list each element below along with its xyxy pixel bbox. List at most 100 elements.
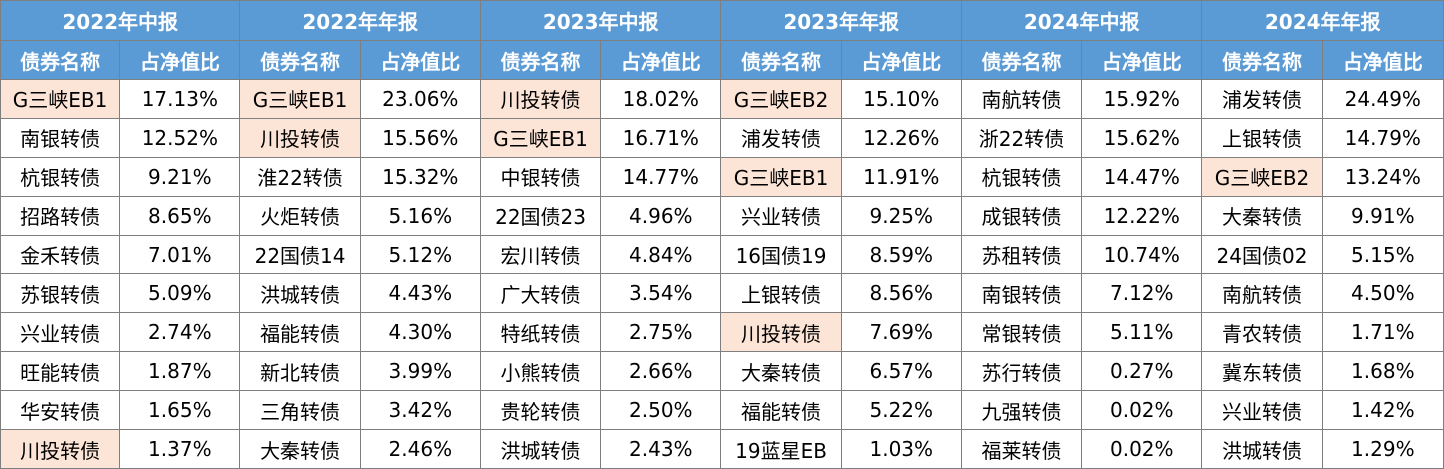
nav-ratio-cell: 8.59% xyxy=(840,234,962,275)
nav-ratio-header: 占净值比 xyxy=(600,40,722,80)
nav-ratio-cell: 4.43% xyxy=(359,273,481,314)
nav-ratio-cell: 8.65% xyxy=(119,195,241,236)
nav-ratio-cell: 1.68% xyxy=(1321,351,1444,392)
bond-name-cell: 苏银转债 xyxy=(0,273,121,314)
nav-ratio-header: 占净值比 xyxy=(359,40,481,80)
bond-name-cell: 洪城转债 xyxy=(239,273,361,314)
bond-name-header: 债券名称 xyxy=(720,40,842,80)
nav-ratio-cell: 1.03% xyxy=(840,429,962,469)
nav-ratio-cell: 1.42% xyxy=(1321,390,1444,431)
table-body: G三峡EB1 17.13% G三峡EB1 23.06% 川投转债 18.02% G三峡EB2… xyxy=(0,79,1444,469)
bond-name-cell: 大秦转债 xyxy=(239,429,361,469)
bond-name-cell: 金禾转债 xyxy=(0,234,121,275)
period-header: 2023年年报 xyxy=(720,0,962,41)
table-row: G三峡EB1 17.13% G三峡EB1 23.06% 川投转债 18.02% G三峡EB2… xyxy=(0,79,1444,119)
bond-name-cell: 华安转债 xyxy=(0,390,121,431)
nav-ratio-cell: 4.50% xyxy=(1321,273,1444,314)
nav-ratio-cell: 4.30% xyxy=(359,312,481,353)
bond-name-cell: G三峡EB1 xyxy=(720,156,842,197)
bond-name-header: 债券名称 xyxy=(479,40,602,80)
table-row: 招路转债 8.65% 火炬转债 5.16% 22国债23 4.96% 兴业转债 9.25% 成银… xyxy=(0,195,1444,236)
bond-name-cell: 贵轮转债 xyxy=(479,390,602,431)
nav-ratio-cell: 15.56% xyxy=(359,117,481,158)
bond-name-cell: 南银转债 xyxy=(960,273,1083,314)
nav-ratio-cell: 12.52% xyxy=(119,117,241,158)
bond-name-cell: 广大转债 xyxy=(479,273,602,314)
bond-name-cell: 浙22转债 xyxy=(960,117,1083,158)
bond-name-cell: 浦发转债 xyxy=(1201,79,1323,119)
bond-name-cell: 福能转债 xyxy=(720,390,842,431)
period-header: 2022年中报 xyxy=(0,0,241,41)
nav-ratio-cell: 0.02% xyxy=(1081,429,1203,469)
bond-name-cell: 成银转债 xyxy=(960,195,1083,236)
bond-name-cell: 杭银转债 xyxy=(960,156,1083,197)
nav-ratio-cell: 0.02% xyxy=(1081,390,1203,431)
bond-name-cell: 川投转债 xyxy=(0,429,121,469)
bond-name-cell: 兴业转债 xyxy=(0,312,121,353)
bond-name-cell: 川投转债 xyxy=(720,312,842,353)
bond-name-cell: 上银转债 xyxy=(1201,117,1323,158)
bond-name-cell: G三峡EB2 xyxy=(1201,156,1323,197)
bond-name-cell: G三峡EB1 xyxy=(0,79,121,119)
nav-ratio-cell: 10.74% xyxy=(1081,234,1203,275)
bond-name-cell: 福莱转债 xyxy=(960,429,1083,469)
bond-name-cell: 16国债19 xyxy=(720,234,842,275)
nav-ratio-cell: 1.71% xyxy=(1321,312,1444,353)
bond-name-cell: 杭银转债 xyxy=(0,156,121,197)
nav-ratio-cell: 11.91% xyxy=(840,156,962,197)
table-row: 金禾转债 7.01% 22国债14 5.12% 宏川转债 4.84% 16国债19 8.59%… xyxy=(0,234,1444,275)
nav-ratio-cell: 5.11% xyxy=(1081,312,1203,353)
nav-ratio-cell: 4.96% xyxy=(600,195,722,236)
nav-ratio-cell: 14.47% xyxy=(1081,156,1203,197)
bond-name-cell: G三峡EB1 xyxy=(479,117,602,158)
nav-ratio-cell: 2.66% xyxy=(600,351,722,392)
nav-ratio-cell: 5.12% xyxy=(359,234,481,275)
bond-name-header: 债券名称 xyxy=(1201,40,1323,80)
bond-name-cell: G三峡EB2 xyxy=(720,79,842,119)
nav-ratio-cell: 2.75% xyxy=(600,312,722,353)
table-row: 旺能转债 1.87% 新北转债 3.99% 小熊转债 2.66% 大秦转债 6.57% 苏行转债… xyxy=(0,351,1444,392)
nav-ratio-cell: 3.99% xyxy=(359,351,481,392)
bond-name-cell: 兴业转债 xyxy=(720,195,842,236)
nav-ratio-cell: 7.12% xyxy=(1081,273,1203,314)
nav-ratio-header: 占净值比 xyxy=(1081,40,1203,80)
table-row: 杭银转债 9.21% 淮22转债 15.32% 中银转债 14.77% G三峡EB1 11.9… xyxy=(0,156,1444,197)
nav-ratio-cell: 24.49% xyxy=(1321,79,1444,119)
period-header: 2023年中报 xyxy=(479,0,722,41)
nav-ratio-cell: 12.22% xyxy=(1081,195,1203,236)
nav-ratio-cell: 2.50% xyxy=(600,390,722,431)
table-row: 川投转债 1.37% 大秦转债 2.46% 洪城转债 2.43% 19蓝星EB 1.03% 福莱… xyxy=(0,429,1444,469)
bond-name-cell: 宏川转债 xyxy=(479,234,602,275)
bond-name-cell: 小熊转债 xyxy=(479,351,602,392)
bond-name-cell: 24国债02 xyxy=(1201,234,1323,275)
nav-ratio-cell: 18.02% xyxy=(600,79,722,119)
period-header: 2022年年报 xyxy=(239,0,481,41)
bond-name-header: 债券名称 xyxy=(0,40,121,80)
nav-ratio-header: 占净值比 xyxy=(119,40,241,80)
nav-ratio-cell: 5.16% xyxy=(359,195,481,236)
nav-ratio-cell: 1.65% xyxy=(119,390,241,431)
bond-name-cell: 22国债23 xyxy=(479,195,602,236)
bond-name-cell: 福能转债 xyxy=(239,312,361,353)
bond-name-cell: 常银转债 xyxy=(960,312,1083,353)
table-row: 南银转债 12.52% 川投转债 15.56% G三峡EB1 16.71% 浦发转债 12.2… xyxy=(0,117,1444,158)
bond-name-cell: 南航转债 xyxy=(1201,273,1323,314)
nav-ratio-cell: 5.15% xyxy=(1321,234,1444,275)
nav-ratio-cell: 13.24% xyxy=(1321,156,1444,197)
nav-ratio-cell: 6.57% xyxy=(840,351,962,392)
bond-name-header: 债券名称 xyxy=(239,40,361,80)
bond-name-cell: 冀东转债 xyxy=(1201,351,1323,392)
nav-ratio-cell: 3.42% xyxy=(359,390,481,431)
bond-name-cell: 19蓝星EB xyxy=(720,429,842,469)
bond-name-cell: 旺能转债 xyxy=(0,351,121,392)
table-row: 华安转债 1.65% 三角转债 3.42% 贵轮转债 2.50% 福能转债 5.22% 九强转债… xyxy=(0,390,1444,431)
period-header: 2024年中报 xyxy=(960,0,1203,41)
period-header: 2024年年报 xyxy=(1201,0,1444,41)
nav-ratio-cell: 12.26% xyxy=(840,117,962,158)
nav-ratio-cell: 15.32% xyxy=(359,156,481,197)
bond-name-cell: 三角转债 xyxy=(239,390,361,431)
nav-ratio-cell: 23.06% xyxy=(359,79,481,119)
bond-name-cell: 九强转债 xyxy=(960,390,1083,431)
nav-ratio-cell: 8.56% xyxy=(840,273,962,314)
